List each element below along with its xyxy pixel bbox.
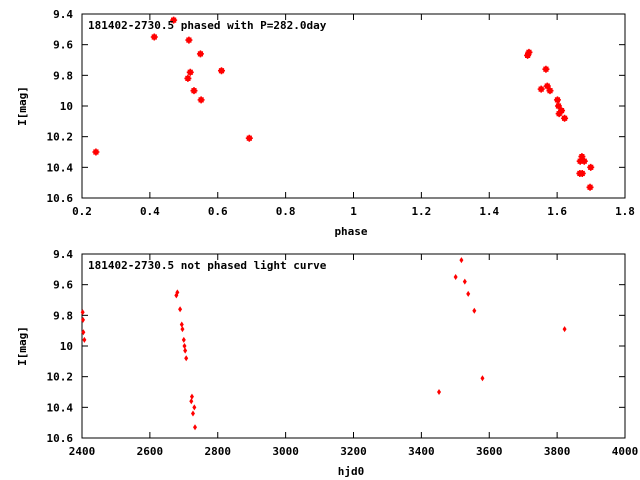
chart1-xlabel: phase [334,225,367,238]
chart2-title: 181402-2730.5 not phased light curve [88,259,327,272]
chart1-ylabel: I[mag] [16,86,29,126]
chart1-data-point [587,163,595,171]
chart1-data-point [558,107,566,115]
chart2-data-point [459,257,464,264]
chart1-axes: 0.2 0.4 0.6 0.8 1 1.2 1.4 1.6 1.8 9.4 9.6 9.8 10 10.2… [47,8,635,218]
chart1-data-point [245,134,253,142]
chart2-y-tick-label: 9.6 [53,279,73,292]
chart1-data-point [578,169,586,177]
chart2-x-tick-label: 2600 [137,445,164,458]
chart2-data-point [192,404,197,411]
chart1-data-point [186,68,194,76]
chart1-data-point [586,183,594,191]
chart2-y-tick-label: 9.8 [53,309,73,322]
chart1-data-point [150,33,158,41]
chart2-data-point [174,292,179,299]
chart2-data-point [181,336,186,343]
chart1-data-point [170,16,178,24]
chart1-data-point [542,65,550,73]
chart1-data-point [92,148,100,156]
chart2-data-point [80,309,85,316]
chart1-data-point [184,74,192,82]
chart2-x-tick-label: 3000 [272,445,299,458]
chart2-data-point [190,410,195,417]
chart1-x-tick-label: 0.8 [276,205,296,218]
chart1-data-point [546,87,554,95]
chart2-data-point [189,398,194,405]
chart2-x-tick-label: 2800 [205,445,232,458]
chart2-plot-frame [81,253,626,439]
chart2-data-point [480,375,485,382]
chart1-y-tick-label: 9.8 [53,69,73,82]
chart2-ylabel: I[mag] [16,326,29,366]
chart2-data-point [189,393,194,400]
chart1-x-tick-label: 1.2 [411,205,431,218]
chart2-data-point [193,424,198,431]
chart1-data-point [190,87,198,95]
chart2-x-tick-label: 3600 [476,445,503,458]
chart1-x-tick-label: 1 [350,205,357,218]
chart1-y-tick-label: 10.2 [47,131,74,144]
chart2-x-tick-label: 3200 [340,445,367,458]
chart1-data-point [553,96,561,104]
chart2-data-point [175,289,180,296]
chart1-y-tick-label: 10 [60,100,73,113]
chart2-data-point [179,321,184,328]
chart2-xlabel: hjd0 [338,465,365,478]
chart1-data-point [537,85,545,93]
chart2-y-tick-label: 10.6 [47,432,74,445]
chart1-y-tick-label: 10.6 [47,192,74,205]
chart1-title: 181402-2730.5 phased with P=282.0day [88,19,327,32]
chart2-x-tick-label: 2400 [69,445,96,458]
chart1-x-tick-label: 0.6 [208,205,228,218]
chart2-y-tick-label: 9.4 [53,248,73,261]
chart2-axes: 2400 2600 2800 3000 3200 3400 3600 3800 4000 9.4 9… [47,248,639,458]
chart1-data-point [185,36,193,44]
chart2-data-point [562,326,567,333]
chart2-data-point [81,329,86,336]
chart2-y-tick-label: 10.2 [47,371,74,384]
chart2-data-point [81,316,86,323]
chart2-x-tick-label: 3800 [544,445,571,458]
chart2-data-point [180,326,185,333]
chart2-x-tick-label: 3400 [408,445,435,458]
chart2-y-tick-label: 10 [60,340,73,353]
chart2-data-point [182,343,187,349]
unphased-light-curve-chart: 2400 2600 2800 3000 3200 3400 3600 3800 4000 9.4 9… [16,248,639,478]
chart2-data-point [462,278,467,285]
chart1-data-point [554,102,562,110]
chart2-data-point [184,355,189,362]
chart1-x-tick-label: 0.4 [140,205,160,218]
chart2-data-point [183,347,188,354]
chart2-data-point [466,290,471,297]
chart1-data-point [525,48,533,56]
chart1-data-point [217,67,225,75]
chart2-data-point [453,274,458,280]
chart2-data-point [178,306,183,313]
chart1-x-tick-label: 1.4 [479,205,499,218]
chart1-data-point [580,157,588,165]
chart2-x-tick-label: 4000 [612,445,639,458]
phased-light-curve-chart: 0.2 0.4 0.6 0.8 1 1.2 1.4 1.6 1.8 9.4 9.6 9.8 10 10.2… [16,8,635,238]
chart1-x-tick-label: 1.6 [547,205,567,218]
chart1-x-tick-label: 1.8 [615,205,635,218]
chart1-data-point [543,82,551,90]
chart1-plot-frame [81,13,626,199]
chart1-y-tick-label: 10.4 [47,161,74,174]
chart1-y-tick-label: 9.6 [53,39,73,52]
chart1-data-point [196,50,204,58]
chart2-y-tick-label: 10.4 [47,401,74,414]
chart2-points [80,257,567,431]
chart2-data-point [472,307,477,314]
chart1-points [92,16,595,191]
chart1-data-point [197,96,205,104]
chart2-data-point [82,336,87,343]
chart1-data-point [561,114,569,122]
chart2-data-point [437,389,442,395]
chart1-x-tick-label: 0.2 [72,205,92,218]
chart1-y-tick-label: 9.4 [53,8,73,21]
